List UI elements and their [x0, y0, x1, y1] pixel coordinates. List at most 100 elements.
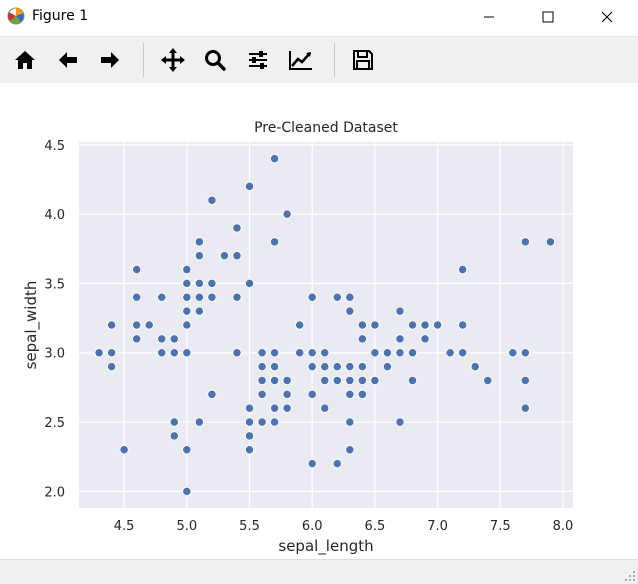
- resize-grip-icon[interactable]: [624, 570, 636, 582]
- y-axis-ticks: 2.0 2.5 3.0 3.5 4.0 4.5: [44, 139, 65, 501]
- scatter-point: [257, 361, 267, 372]
- scatter-point: [269, 348, 280, 358]
- maximize-button[interactable]: [525, 0, 571, 34]
- scatter-point: [307, 389, 317, 399]
- scatter-point: [244, 417, 255, 427]
- scatter-point: [94, 348, 104, 358]
- scatter-point: [119, 445, 129, 455]
- scatter-point: [182, 320, 192, 330]
- x-axis-label: sepal_length: [278, 537, 373, 556]
- x-tick-label: 5.5: [239, 519, 260, 534]
- scatter-point: [320, 361, 330, 372]
- save-button[interactable]: [347, 44, 379, 76]
- pan-button[interactable]: [157, 44, 189, 76]
- scatter-point: [295, 320, 305, 330]
- scatter-point: [269, 417, 280, 427]
- scatter-point: [345, 361, 355, 372]
- scatter-point: [257, 348, 267, 358]
- scatter-point: [244, 278, 255, 289]
- scatter-point: [232, 348, 242, 358]
- grid-lines: [79, 142, 573, 508]
- back-button[interactable]: [52, 44, 84, 76]
- y-tick-label: 2.0: [44, 485, 65, 500]
- scatter-point: [169, 348, 179, 358]
- scatter-point: [307, 361, 317, 372]
- scatter-point: [345, 306, 355, 316]
- figure-canvas[interactable]: Pre-Cleaned Dataset 4.5 5.0 5.5 6.0 6.5 7.0 7.…: [0, 83, 638, 559]
- scatter-point: [169, 431, 179, 441]
- scatter-point: [307, 348, 317, 358]
- scatter-point: [357, 320, 368, 330]
- scatter-point: [407, 375, 418, 386]
- scatter-point: [269, 237, 280, 247]
- x-tick-label: 6.0: [302, 519, 323, 534]
- arrow-right-icon: [101, 52, 119, 68]
- y-tick-label: 3.0: [44, 347, 65, 362]
- forward-button[interactable]: [94, 44, 126, 76]
- minimize-button[interactable]: [466, 0, 512, 34]
- scatter-point: [395, 334, 405, 344]
- scatter-point: [194, 237, 205, 247]
- scatter-point: [332, 361, 342, 372]
- home-button[interactable]: [9, 44, 41, 76]
- scatter-point: [470, 361, 480, 372]
- scatter-point: [332, 375, 342, 386]
- scatter-point: [144, 320, 154, 330]
- close-button[interactable]: [584, 0, 630, 34]
- chart-title: Pre-Cleaned Dataset: [254, 120, 398, 136]
- scatter-point: [157, 292, 167, 302]
- scatter-point: [132, 264, 142, 275]
- scatter-point: [169, 334, 179, 344]
- scatter-point: [106, 320, 117, 330]
- matplotlib-figure-icon: [7, 7, 25, 25]
- scatter-point: [307, 292, 317, 302]
- scatter-point: [244, 403, 255, 413]
- subplots-button[interactable]: [242, 44, 274, 76]
- scatter-point: [182, 278, 192, 289]
- scatter-point: [520, 237, 531, 247]
- scatter-point: [106, 361, 117, 372]
- scatter-point: [345, 292, 355, 302]
- x-axis-ticks: 4.5 5.0 5.5 6.0 6.5 7.0 7.5 8.0: [114, 519, 574, 534]
- close-icon: [601, 11, 613, 23]
- scatter-point: [357, 389, 368, 399]
- scatter-point: [207, 292, 217, 302]
- scatter-point: [269, 375, 280, 386]
- x-tick-label: 7.0: [427, 519, 448, 534]
- y-axis-label: sepal_width: [22, 281, 41, 370]
- scatter-point: [257, 375, 267, 386]
- home-icon: [15, 51, 35, 69]
- x-tick-label: 6.5: [365, 519, 386, 534]
- scatter-point: [545, 237, 556, 247]
- move-icon: [161, 48, 185, 72]
- scatter-point: [207, 389, 217, 399]
- scatter-point: [295, 348, 305, 358]
- title-bar: Figure 1: [0, 0, 638, 34]
- scatter-point: [269, 403, 280, 413]
- scatter-point: [194, 251, 205, 261]
- scatter-point: [345, 389, 355, 399]
- scatter-point: [182, 445, 192, 455]
- zoom-button[interactable]: [199, 44, 231, 76]
- scatter-point: [332, 458, 342, 469]
- scatter-point: [320, 403, 330, 413]
- scatter-point: [382, 361, 393, 372]
- scatter-point: [232, 223, 242, 233]
- plot-area: [79, 142, 573, 508]
- navigation-toolbar: [0, 36, 638, 84]
- scatter-point: [483, 375, 493, 386]
- scatter-point: [520, 375, 531, 386]
- scatter-point: [257, 417, 267, 427]
- scatter-point: [420, 320, 430, 330]
- scatter-point: [194, 278, 205, 289]
- scatter-point: [458, 320, 468, 330]
- customize-button[interactable]: [285, 44, 317, 76]
- scatter-point: [345, 375, 355, 386]
- scatter-point: [269, 153, 280, 164]
- y-tick-label: 3.5: [44, 277, 65, 292]
- y-tick-label: 2.5: [44, 416, 65, 431]
- scatter-point: [244, 431, 255, 441]
- scatter-point: [420, 334, 430, 344]
- y-tick-label: 4.0: [44, 208, 65, 223]
- scatter-point: [182, 292, 192, 302]
